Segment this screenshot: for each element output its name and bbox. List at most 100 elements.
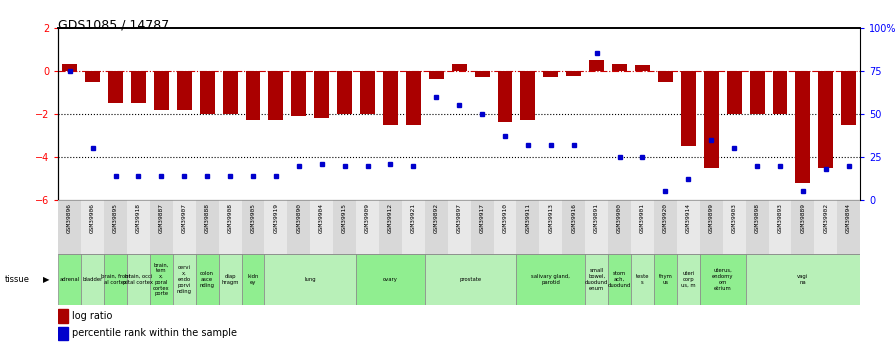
Text: GSM39902: GSM39902 [823,203,828,233]
Text: GSM39911: GSM39911 [525,203,530,233]
Bar [82,254,104,305]
Text: GDS1085 / 14787: GDS1085 / 14787 [58,19,169,32]
Text: GSM39900: GSM39900 [617,203,622,233]
Bar [608,200,631,254]
Text: vagi
na: vagi na [797,274,808,285]
Text: GSM39903: GSM39903 [732,203,737,233]
Bar [796,71,810,183]
Bar [676,254,700,305]
Bar [58,327,68,340]
Bar [150,200,173,254]
Bar [333,200,356,254]
Text: bladder: bladder [82,277,103,282]
Bar [521,71,536,120]
Text: percentile rank within the sample: percentile rank within the sample [72,328,237,338]
Text: GSM39898: GSM39898 [754,203,760,233]
Bar [104,254,127,305]
Bar [127,254,150,305]
Text: thym
us: thym us [659,274,672,285]
Bar [750,71,764,114]
Text: GSM39914: GSM39914 [685,203,691,233]
Bar [219,254,242,305]
Bar [516,200,539,254]
Bar [516,254,585,305]
Text: GSM39918: GSM39918 [136,203,141,233]
Bar [264,254,356,305]
Bar [475,71,489,77]
Bar [676,200,700,254]
Bar [745,200,769,254]
Bar [470,200,494,254]
Bar [195,254,219,305]
Bar [654,254,676,305]
Text: cervi
x,
endo
porvi
nding: cervi x, endo porvi nding [177,265,192,294]
Bar [264,200,288,254]
Text: GSM39892: GSM39892 [434,203,439,233]
Bar [269,71,283,120]
Bar [85,71,100,81]
Bar [104,200,127,254]
Bar [310,200,333,254]
Text: brain, front
al cortex: brain, front al cortex [100,274,130,285]
Bar [195,200,219,254]
Text: GSM39890: GSM39890 [297,203,301,233]
Bar [360,71,375,114]
Bar [585,200,608,254]
Bar [131,71,146,103]
Bar [612,64,627,71]
Bar [242,200,264,254]
Bar [563,200,585,254]
Text: GSM39897: GSM39897 [457,203,461,233]
Text: GSM39909: GSM39909 [365,203,370,233]
Text: GSM39915: GSM39915 [342,203,347,233]
Bar [818,71,833,168]
Bar [383,71,398,125]
Text: log ratio: log ratio [72,311,112,321]
Bar [242,254,264,305]
Text: GSM39905: GSM39905 [251,203,255,233]
Bar [337,71,352,114]
Text: brain,
tem
x,
poral
cortex
porte: brain, tem x, poral cortex porte [153,263,169,296]
Text: GSM39906: GSM39906 [90,203,95,233]
Text: tissue: tissue [4,275,30,284]
Bar [406,71,421,125]
Text: GSM39896: GSM39896 [67,203,73,233]
Bar [425,200,448,254]
Bar [700,254,745,305]
Bar [154,71,168,110]
Bar [173,254,195,305]
Bar [494,200,516,254]
Text: GSM39912: GSM39912 [388,203,393,233]
Bar [585,254,608,305]
Text: GSM39904: GSM39904 [319,203,324,233]
Bar [58,309,68,323]
Text: brain, occi
pital cortex: brain, occi pital cortex [124,274,153,285]
Text: uteri
corp
us, m: uteri corp us, m [681,271,695,288]
Text: GSM39893: GSM39893 [778,203,782,233]
Bar [497,71,513,122]
Text: adrenal: adrenal [60,277,80,282]
Bar [772,71,788,114]
Bar [219,200,242,254]
Bar [631,254,654,305]
Text: ▶: ▶ [43,275,49,284]
Text: GSM39920: GSM39920 [663,203,668,233]
Bar [769,200,791,254]
Bar [814,200,837,254]
Bar [543,71,558,77]
Bar [452,64,467,71]
Text: GSM39901: GSM39901 [640,203,645,233]
Bar [681,71,696,146]
Text: stom
ach,
duodund: stom ach, duodund [607,271,632,288]
Bar [841,71,857,125]
Text: GSM39921: GSM39921 [411,203,416,233]
Bar [425,254,516,305]
Text: GSM39919: GSM39919 [273,203,279,233]
Bar [246,71,261,120]
Bar [791,200,814,254]
Bar [658,71,673,81]
Bar [448,200,470,254]
Bar [654,200,676,254]
Text: lung: lung [305,277,316,282]
Text: GSM39895: GSM39895 [113,203,118,233]
